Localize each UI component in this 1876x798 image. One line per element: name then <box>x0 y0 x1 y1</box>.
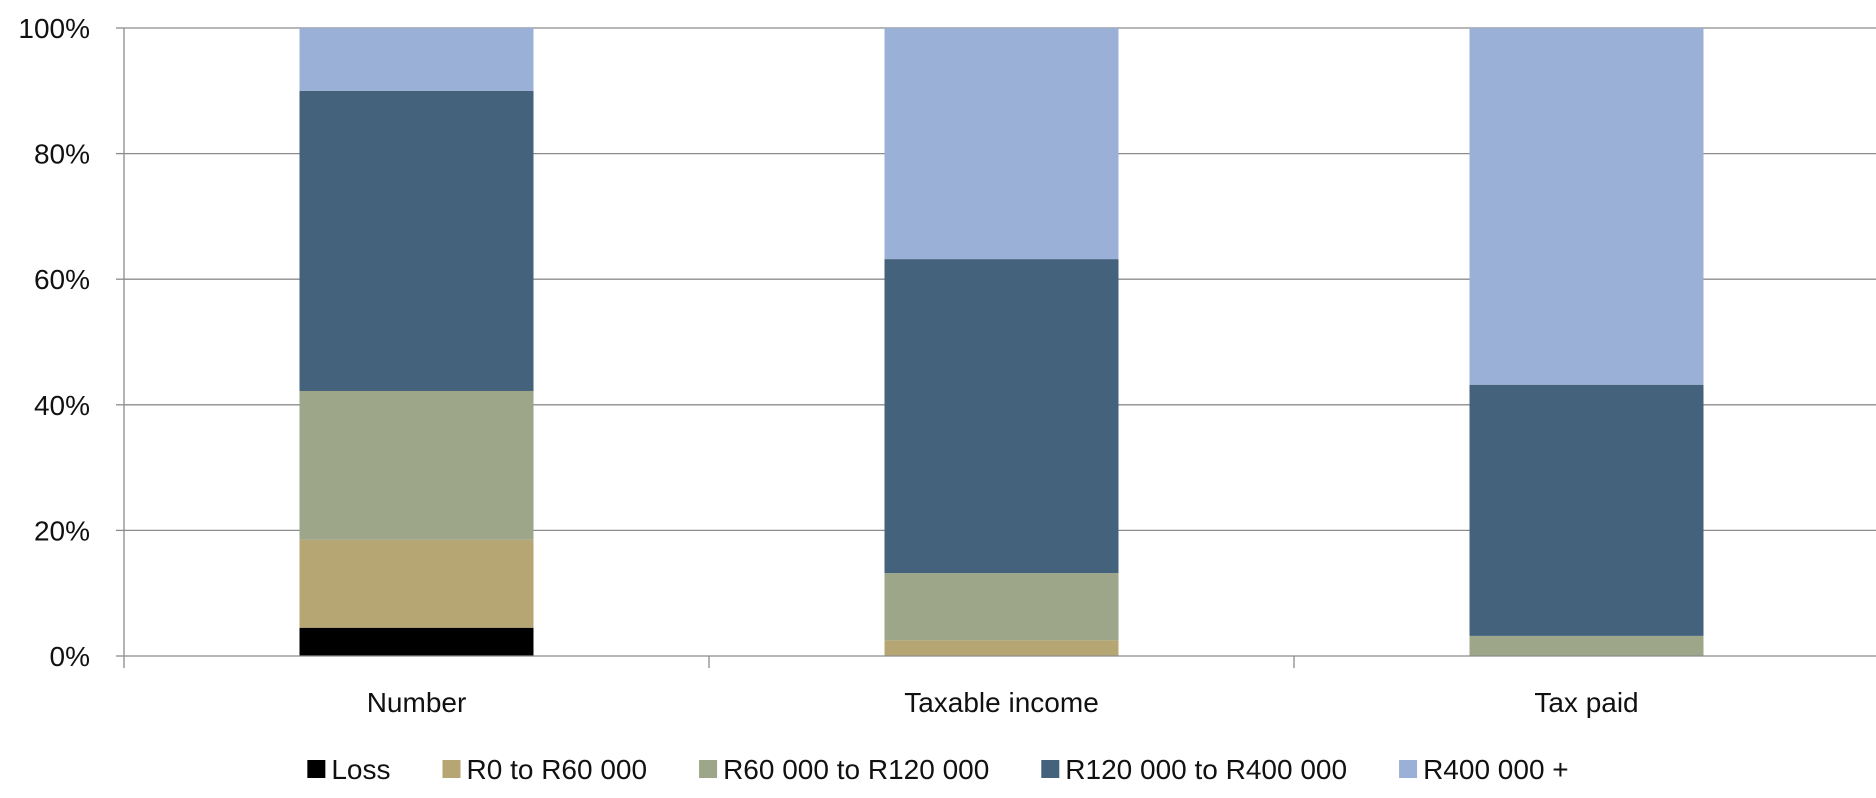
legend-swatch <box>442 760 461 778</box>
legend-label: Loss <box>331 754 390 785</box>
bar-segment-tax-paid-r120-000-to-r400-000 <box>1469 384 1704 636</box>
legend-item-loss: Loss <box>307 754 391 785</box>
bar-segment-taxable-income-r60-000-to-r120-000 <box>884 573 1119 641</box>
legend-item-r0-to-r60-000: R0 to R60 000 <box>442 754 648 785</box>
bar-segment-taxable-income-r120-000-to-r400-000 <box>884 259 1119 574</box>
legend-label: R400 000 + <box>1423 754 1569 785</box>
bar-segment-taxable-income-r0-to-r60-000 <box>884 640 1119 656</box>
bars <box>299 28 1704 656</box>
legend-swatch <box>1399 760 1418 778</box>
x-tick-label: Tax paid <box>1534 687 1638 718</box>
x-tick-label: Taxable income <box>904 687 1099 718</box>
legend-item-r120-000-to-r400-000: R120 000 to R400 000 <box>1041 754 1347 785</box>
legend-item-r400-000: R400 000 + <box>1399 754 1569 785</box>
y-axis-tick-labels: 0% 20% 40% 60% 80% 100% <box>18 13 90 672</box>
bar-segment-taxable-income-r400-000 <box>884 28 1119 260</box>
legend-label: R120 000 to R400 000 <box>1065 754 1347 785</box>
legend-swatch <box>307 760 326 778</box>
x-axis-tick-labels: Number Taxable income Tax paid <box>367 687 1639 718</box>
bar-segment-number-r120-000-to-r400-000 <box>299 90 534 391</box>
y-tick-label: 20% <box>34 515 90 546</box>
bar-segment-number-loss <box>299 627 534 656</box>
legend-label: R0 to R60 000 <box>467 754 648 785</box>
legend-label: R60 000 to R120 000 <box>723 754 989 785</box>
bar-segment-tax-paid-r400-000 <box>1469 28 1704 385</box>
axes <box>116 27 1876 668</box>
bar-segment-tax-paid-r60-000-to-r120-000 <box>1469 635 1704 656</box>
legend-swatch <box>699 760 718 778</box>
bar-segment-number-r0-to-r60-000 <box>299 539 534 628</box>
legend: Loss R0 to R60 000 R60 000 to R120 000 R120… <box>307 754 1569 785</box>
bar-segment-number-r60-000-to-r120-000 <box>299 390 534 540</box>
bar-segment-number-r400-000 <box>299 28 534 91</box>
legend-swatch <box>1041 760 1060 778</box>
y-tick-label: 40% <box>34 390 90 421</box>
y-tick-label: 60% <box>34 264 90 295</box>
x-tick-label: Number <box>367 687 467 718</box>
y-tick-label: 80% <box>34 139 90 170</box>
y-tick-label: 100% <box>18 13 90 44</box>
y-tick-label: 0% <box>50 641 90 672</box>
legend-item-r60-000-to-r120-000: R60 000 to R120 000 <box>699 754 989 785</box>
